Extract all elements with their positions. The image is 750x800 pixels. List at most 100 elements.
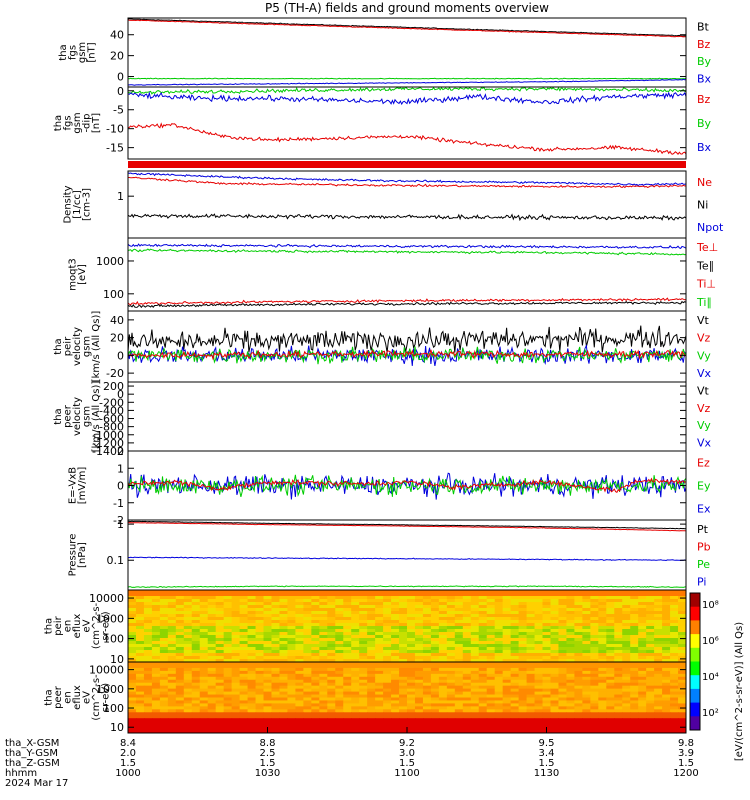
x-tick-label: 2.0: [120, 748, 136, 759]
panel-peir-eflux: 10000 1000 100 10 thapeirenefluxeV(cm^2-s-sr…: [44, 589, 687, 666]
legend-label-Bx: Bx: [697, 141, 712, 154]
series-Bx: [128, 78, 686, 86]
colorbar-swatch: [690, 675, 700, 690]
series-Vt: [128, 325, 686, 353]
y-tick-label: 1: [117, 190, 124, 203]
y-tick-label: -1000: [92, 429, 124, 442]
y-axis-label: en: [63, 691, 74, 704]
y-tick-label: -400: [99, 404, 124, 417]
colorbar-label: [eV/(cm^2-s-sr-eV)] (All Qs): [734, 622, 745, 761]
y-tick-label: -10: [106, 123, 124, 136]
panel-frame: [127, 381, 687, 452]
y-tick-label: -15: [106, 142, 124, 155]
colorbar-tick-label: 10⁸: [702, 600, 719, 611]
y-axis-label: [nT]: [86, 42, 97, 62]
y-axis-label: tha: [53, 338, 64, 354]
y-tick-label: 1: [117, 462, 124, 475]
date-label: 2024 Mar 17: [5, 778, 68, 789]
panels: 02040thafgsgsm[nT]BtBzByBx0-5-10-15thafg…: [44, 17, 724, 734]
y-axis-label: tha: [58, 44, 69, 60]
x-tick-label: 1000: [115, 768, 140, 779]
y-tick-label: -200: [99, 396, 124, 409]
legend-label-Ti∥: Ti∥: [696, 296, 712, 309]
x-row-label: hhmm: [5, 768, 37, 779]
legend-label-Pt: Pt: [697, 523, 709, 536]
x-tick-label: 1100: [394, 768, 419, 779]
y-axis-label: en: [63, 620, 74, 633]
y-axis-label: -dip: [82, 113, 93, 132]
y-tick-label: -5: [113, 104, 124, 117]
series-Bz: [128, 19, 686, 38]
legend-label-Vz: Vz: [697, 332, 711, 345]
series-Pb: [128, 522, 686, 532]
y-tick-label: 0.1: [107, 554, 125, 567]
x-tick-label: 9.8: [678, 738, 694, 749]
y-axis-label: fgs: [67, 45, 78, 60]
panel-frame: [127, 519, 687, 591]
y-tick-label: 100: [103, 288, 124, 301]
legend-label-Bt: Bt: [697, 21, 710, 34]
series-Te⊥: [128, 297, 686, 306]
y-axis-label: gsm: [82, 406, 93, 427]
legend-label-By: By: [697, 117, 712, 130]
x-tick-label: 1.5: [678, 758, 694, 769]
legend-label-Vx: Vx: [697, 367, 712, 380]
x-tick-label: 1030: [255, 768, 280, 779]
series-Bz: [128, 122, 686, 155]
series-Ti∥: [128, 248, 686, 256]
series-Vz: [128, 349, 686, 361]
legend-label-Te⊥: Te⊥: [696, 241, 718, 254]
y-axis-label: [cm-3]: [82, 188, 93, 221]
x-tick-label: 8.4: [120, 738, 136, 749]
y-tick-label: 10000: [89, 592, 124, 605]
y-axis-label: tha: [44, 618, 55, 634]
y-axis-label: tha: [53, 115, 64, 131]
series-Ne: [128, 176, 686, 189]
series-Ti⊥: [128, 243, 686, 250]
y-tick-label: -1: [113, 497, 124, 510]
y-axis-label: fgs: [63, 115, 74, 130]
y-axis-label: E=-VxB: [67, 467, 78, 504]
legend-label-Ne: Ne: [697, 176, 712, 189]
x-tick-label: 9.2: [399, 738, 415, 749]
x-tick-label: 3.0: [399, 748, 415, 759]
y-axis-label: sr-eV): [101, 683, 112, 712]
y-axis-label: [km/s (All Qs)]: [91, 381, 102, 453]
y-axis-label: gsm: [77, 42, 88, 63]
y-tick-label: 10000: [89, 664, 124, 677]
colorbar-swatch: [690, 606, 700, 621]
x-tick-label: 9.5: [539, 738, 555, 749]
colorbar-swatch: [690, 702, 700, 717]
series-Te∥: [128, 300, 686, 309]
x-row-label: tha_Z-GSM: [5, 758, 60, 769]
colorbar-swatch: [690, 647, 700, 662]
y-axis-label: gsm: [72, 112, 83, 133]
legend-label-Npot: Npot: [697, 221, 724, 234]
spectrogram: [128, 590, 686, 662]
x-row-label: tha_Y-GSM: [5, 748, 58, 759]
y-tick-label: 1: [117, 518, 124, 531]
series-Bx: [128, 91, 686, 106]
panel-temperature: 100 1000 moqt3[eV] Te⊥ Te∥ Ti⊥ Ti∥: [67, 237, 718, 312]
panel-frame: [127, 86, 687, 160]
x-axis: 8.42.01.510008.82.51.510309.23.01.511009…: [5, 727, 699, 789]
panel-peer-eflux: 10000 1000 100 10 thapeerenefluxeV(cm^2-s-sr…: [44, 661, 687, 734]
y-axis-label: gsm: [82, 336, 93, 357]
legend-label-Te∥: Te∥: [696, 259, 714, 272]
y-tick-label: 10: [110, 653, 124, 666]
legend-label-Ex: Ex: [697, 503, 711, 516]
series-Pe: [128, 585, 686, 588]
y-tick-label: 40: [110, 29, 124, 42]
spectrogram: [128, 662, 686, 733]
legend-label-Bz: Bz: [697, 38, 711, 51]
legend-label-Vx: Vx: [697, 436, 712, 449]
panel-density: 1 Density[1/cc][cm-3] Ne Ni Npot: [63, 170, 724, 239]
y-axis-label: peir: [63, 336, 74, 356]
y-axis-label: Density: [63, 185, 74, 223]
y-tick-label: 1000: [96, 683, 124, 696]
legend-label-Ti⊥: Ti⊥: [696, 278, 716, 291]
